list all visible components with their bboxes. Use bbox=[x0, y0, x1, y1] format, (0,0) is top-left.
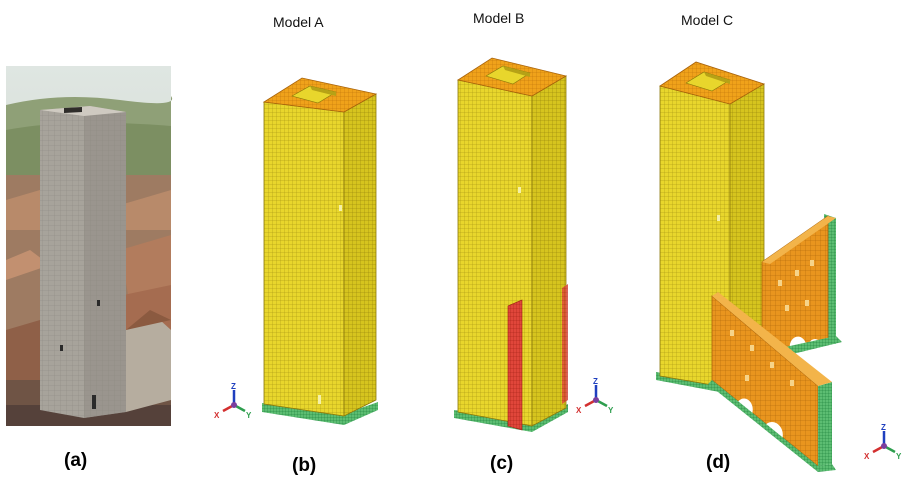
axis-z-label: Z bbox=[231, 382, 236, 391]
axis-triad-c: Z X Y bbox=[576, 377, 614, 415]
axis-y-label: Y bbox=[246, 411, 252, 420]
panel-c-title: Model B bbox=[473, 10, 525, 26]
panel-a-caption: (a) bbox=[64, 450, 88, 471]
axis-x-label: X bbox=[864, 452, 870, 461]
axis-y-label: Y bbox=[896, 452, 902, 461]
axis-z-label: Z bbox=[881, 423, 886, 432]
panel-b-title: Model A bbox=[273, 14, 324, 30]
panel-d-model-c: Z X Y bbox=[656, 61, 902, 472]
panel-c-model-b: Z X Y bbox=[454, 57, 614, 432]
axis-x-label: X bbox=[214, 411, 220, 420]
panel-a-photo bbox=[6, 66, 173, 426]
adjacent-wall-back bbox=[761, 214, 842, 360]
axis-triad-b: Z X Y bbox=[214, 382, 252, 420]
panel-d-caption: (d) bbox=[706, 452, 731, 473]
adjacent-wall-front bbox=[708, 292, 836, 472]
axis-triad-d: Z X Y bbox=[864, 423, 902, 461]
interface-elements bbox=[507, 299, 523, 431]
panel-b-model-a: Z X Y bbox=[214, 77, 378, 425]
axis-x-label: X bbox=[576, 406, 582, 415]
axis-y-label: Y bbox=[608, 406, 614, 415]
panel-c-caption: (c) bbox=[490, 453, 514, 474]
axis-z-label: Z bbox=[593, 377, 598, 386]
panel-b-caption: (b) bbox=[292, 455, 317, 476]
panel-d-title: Model C bbox=[681, 12, 734, 28]
